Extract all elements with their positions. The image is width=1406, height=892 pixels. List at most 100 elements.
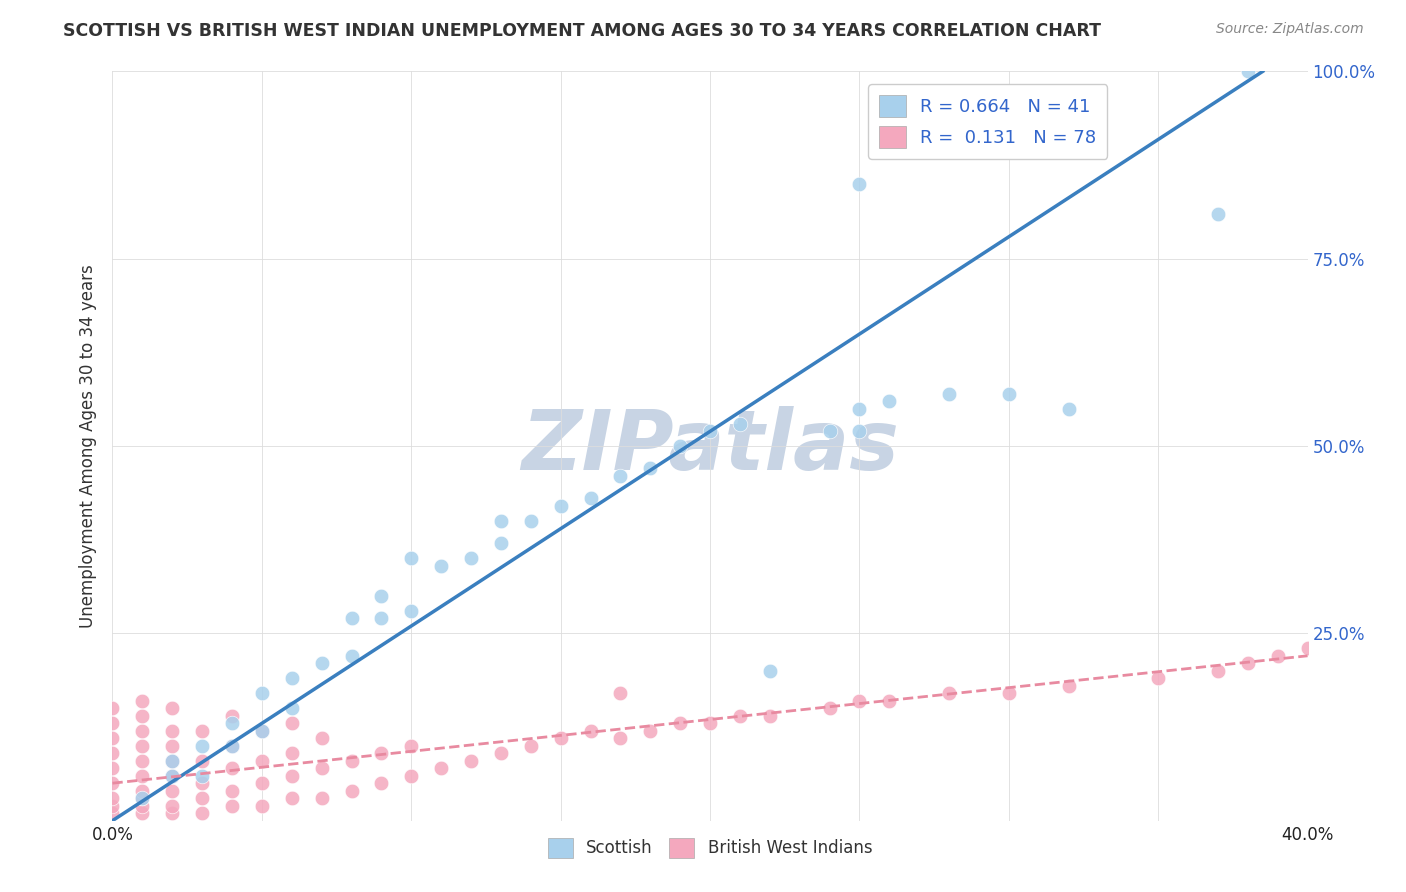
Y-axis label: Unemployment Among Ages 30 to 34 years: Unemployment Among Ages 30 to 34 years: [79, 264, 97, 628]
Point: [699, 716, 721, 731]
Text: SCOTTISH VS BRITISH WEST INDIAN UNEMPLOYMENT AMONG AGES 30 TO 34 YEARS CORRELATI: SCOTTISH VS BRITISH WEST INDIAN UNEMPLOY…: [63, 22, 1101, 40]
Point: [728, 708, 751, 723]
Point: [311, 731, 333, 746]
Point: [340, 611, 363, 625]
Point: [998, 686, 1021, 700]
Point: [1057, 401, 1080, 416]
Point: [250, 754, 273, 768]
Point: [131, 806, 153, 821]
Point: [191, 723, 214, 738]
Point: [162, 806, 183, 821]
Point: [669, 439, 692, 453]
Point: [250, 798, 273, 813]
Point: [221, 783, 243, 797]
Point: [162, 739, 183, 753]
Point: [191, 739, 214, 753]
Point: [1206, 664, 1229, 678]
Point: [221, 761, 243, 775]
Point: [401, 551, 423, 566]
Point: [101, 746, 124, 760]
Point: [191, 806, 214, 821]
Text: ZIPatlas: ZIPatlas: [522, 406, 898, 486]
Point: [101, 798, 124, 813]
Point: [640, 723, 662, 738]
Point: [640, 461, 662, 475]
Point: [250, 723, 273, 738]
Point: [1206, 207, 1229, 221]
Point: [221, 798, 243, 813]
Point: [281, 716, 304, 731]
Point: [281, 769, 304, 783]
Point: [131, 769, 153, 783]
Point: [1296, 641, 1319, 656]
Point: [699, 424, 721, 438]
Point: [550, 499, 572, 513]
Point: [460, 551, 482, 566]
Point: [489, 514, 512, 528]
Point: [191, 776, 214, 790]
Point: [162, 798, 183, 813]
Point: [281, 671, 304, 685]
Text: Source: ZipAtlas.com: Source: ZipAtlas.com: [1216, 22, 1364, 37]
Point: [998, 386, 1021, 401]
Point: [879, 694, 901, 708]
Point: [221, 708, 243, 723]
Point: [101, 761, 124, 775]
Point: [401, 739, 423, 753]
Point: [340, 754, 363, 768]
Point: [401, 769, 423, 783]
Point: [370, 746, 392, 760]
Point: [311, 791, 333, 805]
Point: [162, 783, 183, 797]
Point: [131, 739, 153, 753]
Point: [281, 791, 304, 805]
Point: [281, 746, 304, 760]
Point: [669, 716, 692, 731]
Point: [759, 708, 782, 723]
Point: [1267, 648, 1289, 663]
Point: [131, 783, 153, 797]
Point: [818, 701, 841, 715]
Point: [728, 417, 751, 431]
Point: [609, 731, 631, 746]
Point: [848, 177, 870, 191]
Point: [938, 686, 960, 700]
Point: [759, 664, 782, 678]
Point: [311, 761, 333, 775]
Point: [191, 791, 214, 805]
Point: [818, 424, 841, 438]
Point: [191, 754, 214, 768]
Point: [1147, 671, 1170, 685]
Point: [250, 686, 273, 700]
Point: [131, 723, 153, 738]
Point: [101, 776, 124, 790]
Point: [938, 386, 960, 401]
Point: [520, 514, 543, 528]
Point: [131, 791, 153, 805]
Point: [131, 791, 153, 805]
Point: [340, 648, 363, 663]
Point: [579, 723, 602, 738]
Point: [430, 558, 453, 573]
Point: [101, 701, 124, 715]
Point: [430, 761, 453, 775]
Point: [162, 754, 183, 768]
Point: [281, 701, 304, 715]
Point: [101, 791, 124, 805]
Point: [250, 723, 273, 738]
Point: [131, 754, 153, 768]
Point: [609, 686, 631, 700]
Point: [221, 716, 243, 731]
Point: [609, 469, 631, 483]
Point: [162, 701, 183, 715]
Point: [191, 769, 214, 783]
Point: [221, 739, 243, 753]
Point: [311, 657, 333, 671]
Point: [101, 731, 124, 746]
Point: [131, 694, 153, 708]
Point: [370, 589, 392, 603]
Point: [848, 401, 870, 416]
Point: [848, 694, 870, 708]
Point: [1057, 679, 1080, 693]
Point: [221, 739, 243, 753]
